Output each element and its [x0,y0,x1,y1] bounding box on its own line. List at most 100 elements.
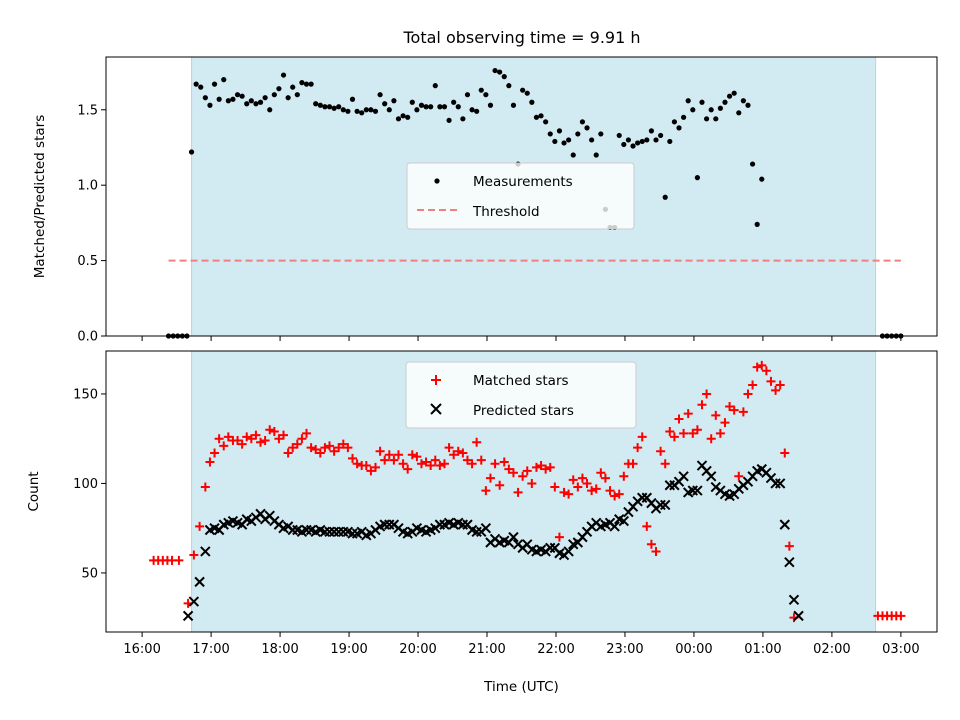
matched-stars-point [559,487,569,497]
matched-stars-point [325,441,335,451]
matched-stars-point [688,428,698,438]
measurements-point [234,92,241,98]
measurements-point [759,176,765,182]
measurements-point [409,99,415,105]
matched-stars-point [214,434,224,444]
bottom-legend-box [405,361,637,429]
measurements-point [552,138,558,145]
measurements-point [566,137,572,143]
matched-stars-point [577,473,587,483]
measurements-point [736,110,742,116]
matched-stars-point [288,443,298,453]
matched-stars-point [269,427,279,437]
y-tick-label: 1.0 [77,179,98,194]
matched-stars-point [490,459,500,469]
measurements-point [276,86,282,92]
measurements-point [405,114,411,120]
measurements-point [317,102,323,108]
measurements-point [244,101,250,107]
matched-stars-point [660,459,670,469]
measurements-point [359,110,365,116]
measurements-point [667,138,673,145]
measurements-point [483,92,489,98]
matched-stars-point [472,437,482,447]
y-tick-label: 50 [81,566,98,581]
matched-stars-point [715,428,725,438]
matched-stars-point [237,439,247,449]
bottom-y-axis-label: Count [26,471,42,511]
measurements-point [280,72,287,78]
matched-stars-point [518,471,528,481]
matched-stars-point [522,466,532,476]
matched-stars-point [302,428,312,438]
matched-stars-point [481,486,491,496]
matched-stars-point [642,521,652,531]
legend-marker-matched-stars [431,375,441,385]
matched-stars-point [210,448,220,458]
matched-stars-point [439,459,449,469]
top-legend: Measurements Threshold [406,162,635,230]
measurements-point [561,140,567,146]
matched-stars-point [587,486,597,496]
matched-stars-point [761,366,771,376]
matched-stars-point [338,439,348,449]
measurements-point [253,101,259,107]
x-tick-label: 03:00 [882,642,919,657]
measurements-point [432,83,438,89]
matched-stars-point [637,432,647,442]
matched-stars-point [315,448,325,458]
matched-stars-point [416,459,426,469]
measurements-point [501,74,507,80]
matched-stars-point [784,541,794,551]
measurements-point [589,137,595,143]
matched-stars-point [766,376,776,386]
measurements-point [474,108,480,114]
matched-stars-point [233,435,243,445]
measurements-point [313,101,319,107]
measurements-point [336,104,342,110]
measurements-point [740,98,746,104]
measurements-point [676,125,682,131]
y-tick-label: 100 [73,477,98,492]
matched-stars-point [508,468,518,478]
matched-stars-point [527,478,537,488]
x-tick-label: 17:00 [192,642,229,657]
x-tick-label: 00:00 [675,642,712,657]
x-tick-label: 19:00 [330,642,367,657]
matched-stars-point [692,425,702,435]
predicted-stars-point [793,610,804,622]
measurements-point [538,113,544,119]
predicted-stars-point [508,531,519,543]
predicted-stars-point [200,546,211,557]
predicted-stars-point [480,522,492,534]
measurements-point [644,137,650,143]
measurements-point [372,108,379,114]
measurements-point [271,92,277,98]
measurements-point [225,98,231,104]
matched-stars-point [738,407,748,417]
legend-label-threshold: Threshold [472,204,540,220]
measurements-point [290,84,296,90]
matched-stars-point [896,611,906,621]
x-tick-label: 20:00 [399,642,436,657]
matched-stars-point [476,455,486,465]
matched-stars-point [370,462,380,472]
bottom-panel: 50 100 150 16:00 17:00 18:00 19:00 20:00 21:00 22… [26,350,938,695]
legend-label-predicted-stars: Predicted stars [473,403,574,419]
measurements-point [198,84,204,90]
matched-stars-point [669,432,679,442]
x-tick-label: 23:00 [606,642,643,657]
matched-stars-point [453,446,463,456]
measurements-point [451,99,457,105]
matched-stars-point [251,430,261,440]
top-y-axis-label: Matched/Predicted stars [32,115,48,278]
predicted-stars-point [194,576,205,588]
bottom-panel-marks [149,360,906,623]
measurements-point [386,107,392,113]
measurements-point [598,131,604,137]
measurements-point [464,92,471,98]
measurements-point [188,149,195,155]
x-tick-label: 02:00 [813,642,850,657]
matched-stars-point [421,457,431,467]
matched-stars-point [656,446,666,456]
